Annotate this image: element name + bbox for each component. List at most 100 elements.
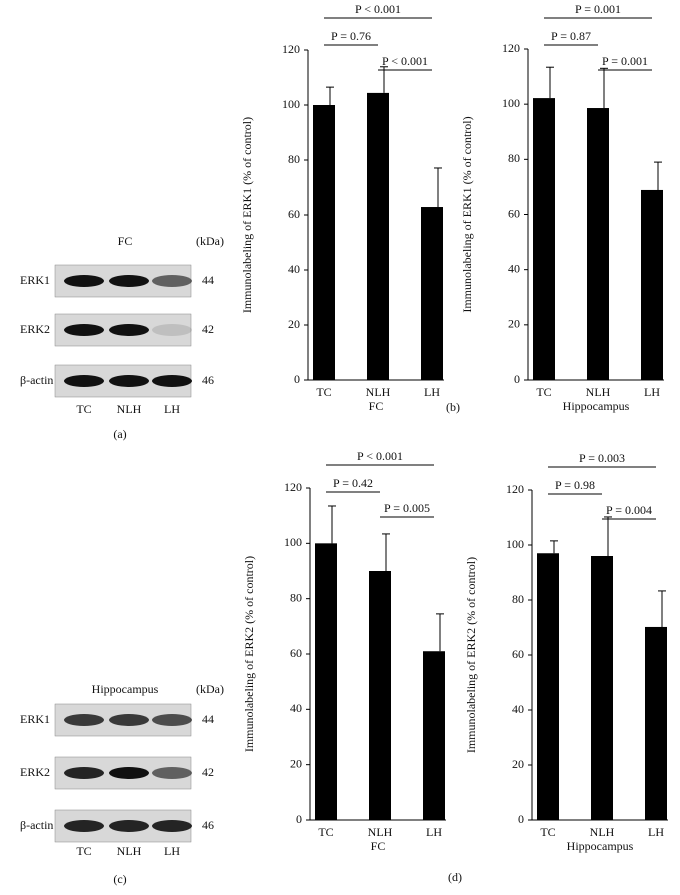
blot-band (64, 820, 104, 832)
bar (591, 556, 613, 820)
blot-band (152, 324, 192, 336)
x-tick-label: LH (644, 385, 660, 399)
y-axis-label: Immunolabeling of ERK1 (% of control) (460, 116, 474, 312)
y-tick-label: 120 (506, 482, 524, 496)
y-tick-label: 0 (518, 812, 524, 826)
blot-band (64, 375, 104, 387)
x-tick-label: NLH (590, 825, 615, 839)
blot-row-label: β-actin (20, 818, 53, 832)
blot-unit: (kDa) (196, 682, 224, 696)
y-tick-label: 80 (290, 590, 302, 604)
bar (313, 105, 335, 380)
x-tick-label: LH (426, 825, 442, 839)
y-tick-label: 120 (502, 41, 520, 55)
blot-band (109, 820, 149, 832)
blot-band (64, 714, 104, 726)
y-tick-label: 60 (508, 206, 520, 220)
blot-kda: 42 (202, 765, 214, 779)
blot-band (152, 767, 192, 779)
x-tick-label: TC (536, 385, 551, 399)
y-tick-label: 0 (514, 372, 520, 386)
significance-label: P = 0.005 (384, 501, 430, 515)
blot-header: Hippocampus (92, 682, 159, 696)
y-tick-label: 100 (502, 96, 520, 110)
blot-band (64, 324, 104, 336)
y-tick-label: 100 (506, 537, 524, 551)
y-tick-label: 40 (512, 702, 524, 716)
y-tick-label: 100 (284, 535, 302, 549)
significance-label: P < 0.001 (382, 54, 428, 68)
y-tick-label: 100 (282, 97, 300, 111)
blot-row-label: ERK2 (20, 322, 50, 336)
y-tick-label: 80 (512, 592, 524, 606)
significance-label: P = 0.004 (606, 503, 652, 517)
x-tick-label: TC (316, 385, 331, 399)
blot-unit: (kDa) (196, 234, 224, 248)
y-tick-label: 80 (508, 151, 520, 165)
bar (533, 98, 555, 381)
blot-row-label: ERK1 (20, 273, 50, 287)
x-axis-label: FC (371, 839, 386, 853)
blot-kda: 44 (202, 712, 214, 726)
y-tick-label: 0 (296, 812, 302, 826)
panel-label: (c) (113, 872, 126, 886)
y-tick-label: 80 (288, 152, 300, 166)
blot-kda: 42 (202, 322, 214, 336)
significance-label: P = 0.98 (555, 478, 595, 492)
x-tick-label: TC (318, 825, 333, 839)
y-tick-label: 40 (288, 262, 300, 276)
blot-row-label: ERK1 (20, 712, 50, 726)
blot-lane-label: TC (76, 402, 91, 416)
blot-lane-label: TC (76, 844, 91, 858)
y-tick-label: 20 (508, 317, 520, 331)
blot-band (152, 375, 192, 387)
blot-lane-label: NLH (117, 402, 142, 416)
blot-band (152, 820, 192, 832)
bar (587, 108, 609, 381)
bar (315, 543, 337, 820)
bar (423, 651, 445, 820)
y-tick-label: 40 (508, 261, 520, 275)
blot-band (109, 324, 149, 336)
blot-band (109, 375, 149, 387)
blot-lane-label: LH (164, 402, 180, 416)
y-tick-label: 40 (290, 701, 302, 715)
significance-label: P = 0.001 (602, 54, 648, 68)
x-tick-label: NLH (368, 825, 393, 839)
x-axis-label: Hippocampus (563, 399, 630, 413)
significance-label: P = 0.76 (331, 29, 371, 43)
significance-label: P = 0.87 (551, 29, 591, 43)
panel-label: (a) (113, 427, 126, 441)
bar (421, 207, 443, 380)
bar (537, 553, 559, 820)
blot-kda: 46 (202, 373, 214, 387)
blot-band (64, 275, 104, 287)
y-tick-label: 120 (284, 480, 302, 494)
bar (367, 92, 389, 381)
blot-lane-label: NLH (117, 844, 142, 858)
blot-band (109, 714, 149, 726)
y-axis-label: Immunolabeling of ERK2 (% of control) (464, 557, 478, 753)
y-tick-label: 60 (288, 207, 300, 221)
y-axis-label: Immunolabeling of ERK2 (% of control) (242, 556, 256, 752)
significance-label: P = 0.42 (333, 476, 373, 490)
y-tick-label: 120 (282, 42, 300, 56)
x-tick-label: NLH (366, 385, 391, 399)
x-tick-label: LH (424, 385, 440, 399)
bar (645, 626, 667, 820)
blot-lane-label: LH (164, 844, 180, 858)
significance-label: P = 0.003 (579, 451, 625, 465)
panel-label: (b) (446, 400, 460, 414)
blot-row-label: β-actin (20, 373, 53, 387)
bar (369, 571, 391, 820)
y-axis-label: Immunolabeling of ERK1 (% of control) (240, 117, 254, 313)
x-axis-label: Hippocampus (567, 839, 634, 853)
x-tick-label: LH (648, 825, 664, 839)
blot-band (152, 275, 192, 287)
y-tick-label: 60 (290, 646, 302, 660)
blot-header: FC (118, 234, 133, 248)
x-tick-label: TC (540, 825, 555, 839)
x-tick-label: NLH (586, 385, 611, 399)
blot-band (152, 714, 192, 726)
